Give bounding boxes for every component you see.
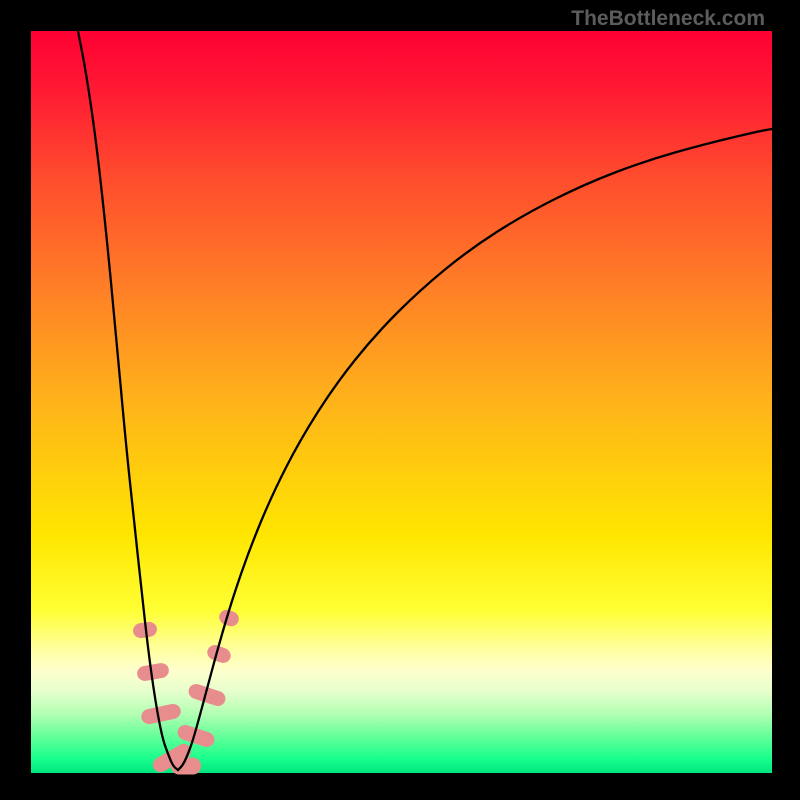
plot-gradient-area [31,31,772,773]
chart-frame: TheBottleneck.com [0,0,800,800]
watermark-text: TheBottleneck.com [571,7,765,31]
